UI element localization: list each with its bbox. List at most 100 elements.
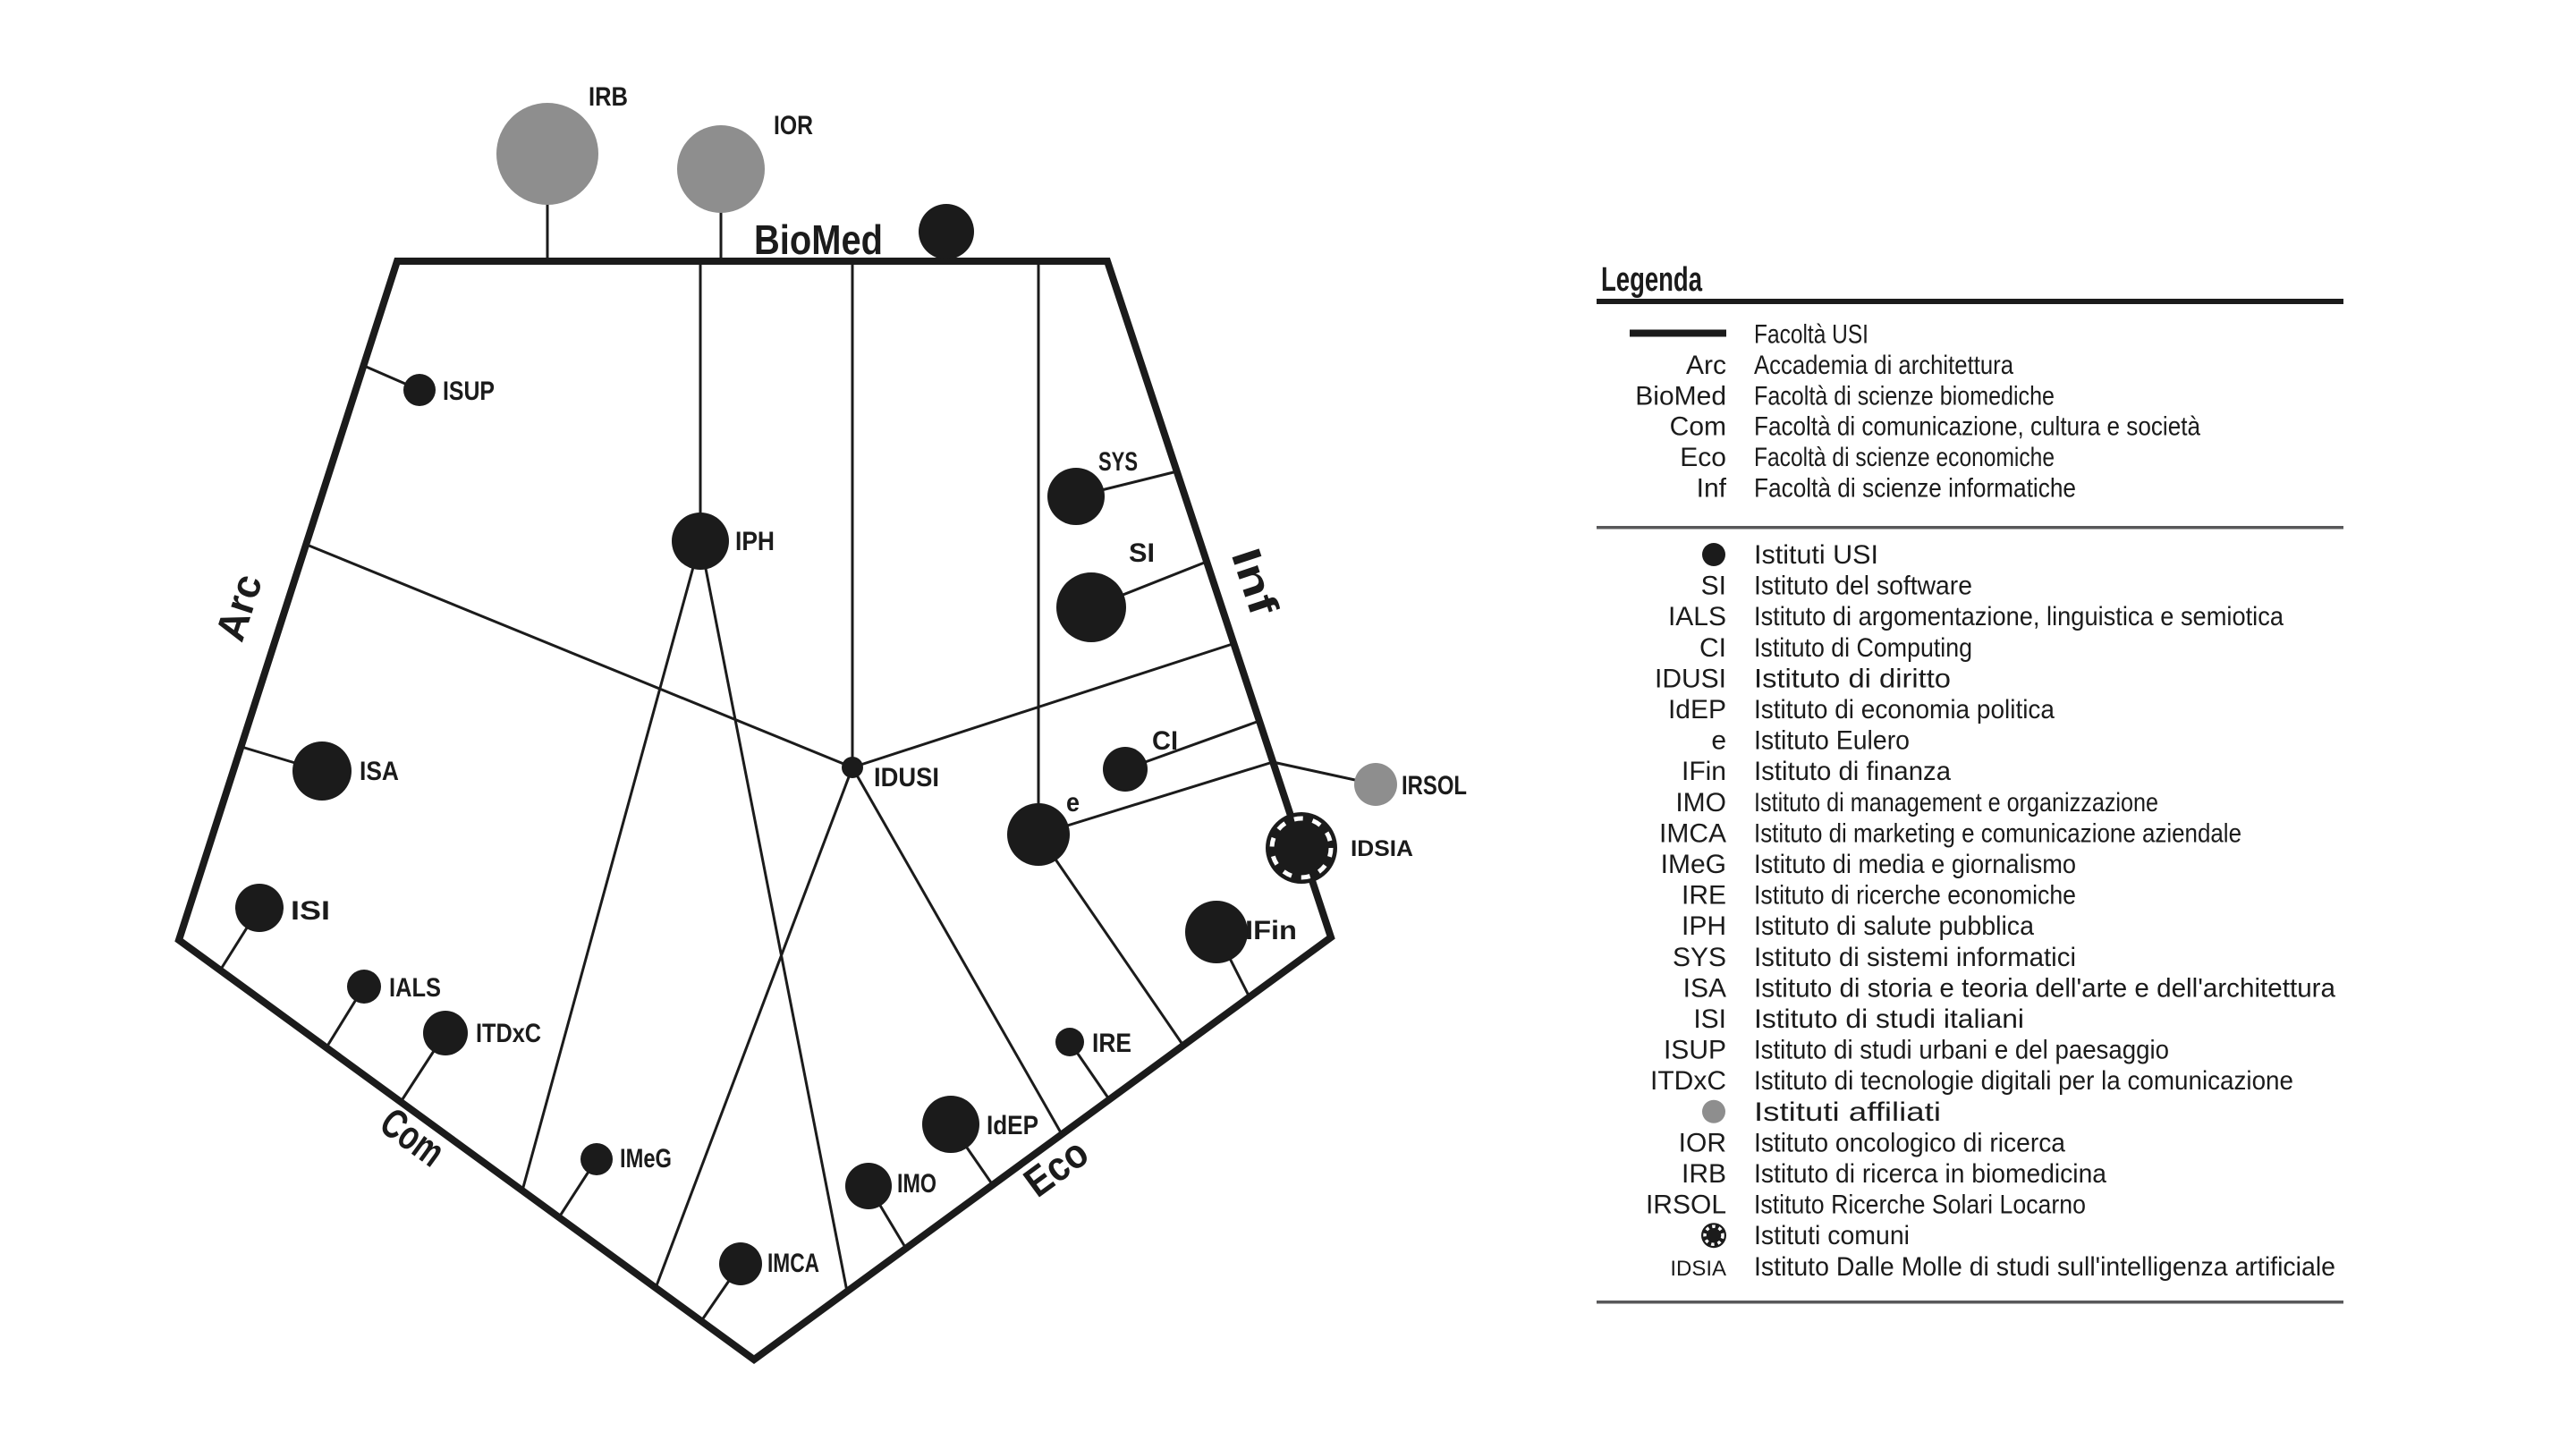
legend-abbr-biomed: BioMed <box>1635 381 1726 411</box>
legend-abbr-com: Com <box>1670 412 1726 442</box>
institute-label-imo: IMO <box>897 1169 936 1199</box>
legend-abbr-idsia: IDSIA <box>1670 1257 1726 1281</box>
faculty-label-arc: Arc <box>206 568 271 646</box>
legend-desc: Istituto Dalle Molle di studi sull'intel… <box>1754 1252 2335 1282</box>
institute-label-ire: IRE <box>1092 1029 1131 1058</box>
legend-abbr-imeg: IMeG <box>1661 850 1726 879</box>
legend-rule-mid <box>1597 526 2343 530</box>
institute-label-isa: ISA <box>360 757 399 786</box>
institute-node-ring-idsia <box>1269 816 1334 880</box>
legend-desc: Istituto di media e giornalismo <box>1754 850 2076 879</box>
institute-node-idsia <box>1266 812 1337 884</box>
institute-node-imca <box>719 1242 762 1285</box>
institute-node-isi <box>235 884 284 932</box>
institute-label-sys: SYS <box>1098 447 1138 477</box>
legend-desc: Istituto oncologico di ricerca <box>1754 1128 2065 1157</box>
legend-abbr-ials: IALS <box>1668 602 1726 631</box>
legend-group: Legenda Facoltà USI Arc Accademia di archit… <box>1597 261 2343 1304</box>
legend-desc: Istituto di argomentazione, linguistica … <box>1754 602 2284 631</box>
legend-abbr-sys: SYS <box>1673 943 1726 972</box>
legend-abbr-e: e <box>1711 726 1726 756</box>
institute-node-imeg <box>580 1143 613 1175</box>
legend-desc: Istituto di salute pubblica <box>1754 911 2034 941</box>
institute-label-isi: ISI <box>291 896 330 926</box>
legend-abbr-itdxc: ITDxC <box>1650 1066 1726 1096</box>
institute-label-irsol: IRSOL <box>1402 771 1467 801</box>
institute-node-ci <box>1103 747 1148 792</box>
institute-node-imo <box>845 1163 892 1209</box>
institute-node-si <box>1056 572 1126 642</box>
legend-desc: Istituto di finanza <box>1754 757 1951 786</box>
faculty-label-inf: Inf <box>1223 542 1288 621</box>
legend-rule-thick <box>1597 299 2343 304</box>
institute-node-irb <box>496 103 598 205</box>
legend-abbr-imo: IMO <box>1675 788 1726 818</box>
legend-swatch-faculty-line <box>1630 329 1726 337</box>
structure-line-2 <box>699 540 849 1292</box>
connector-ci <box>1124 719 1260 771</box>
structure-line-1 <box>521 540 702 1191</box>
structure-line-10 <box>1037 834 1185 1046</box>
structure-line-7 <box>654 767 854 1289</box>
legend-abbr-idep: IdEP <box>1668 695 1726 724</box>
institute-node-biomed-dot <box>919 204 974 259</box>
institute-label-ifin: IFin <box>1245 916 1297 945</box>
legend-desc: Facoltà di scienze informatiche <box>1754 474 2076 504</box>
legend-desc: Facoltà USI <box>1754 320 1868 350</box>
institute-node-irsol <box>1354 763 1397 806</box>
legend-desc: Istituto di management e organizzazione <box>1754 788 2158 818</box>
institute-node-isa <box>292 741 352 801</box>
legend-swatch-common-ring <box>1703 1224 1724 1246</box>
institute-label-itdxc: ITDxC <box>476 1019 541 1048</box>
legend-desc: Accademia di architettura <box>1754 351 2013 380</box>
institute-node-ials <box>347 970 381 1004</box>
legend-desc: Istituti affiliati <box>1754 1097 1941 1127</box>
institute-nodes-group <box>235 103 1397 1285</box>
legend-desc: Istituto di studi urbani e del paesaggio <box>1754 1036 2169 1065</box>
institute-node-e <box>1007 803 1070 866</box>
legend-abbr-isi: ISI <box>1693 1004 1726 1034</box>
legend-abbr-ior: IOR <box>1679 1128 1726 1157</box>
legend-title: Legenda <box>1601 261 1703 299</box>
institute-node-idep <box>922 1096 979 1153</box>
legend-swatch-usi-dot <box>1702 543 1725 566</box>
institute-node-ifin <box>1185 901 1248 963</box>
institute-label-si: SI <box>1129 538 1155 568</box>
institute-node-ior <box>677 125 765 213</box>
structure-line-9 <box>1038 760 1274 836</box>
legend-abbr-isa: ISA <box>1683 973 1726 1003</box>
legend-abbr-arc: Arc <box>1686 351 1726 380</box>
legend-desc: Istituto di ricerca in biomedicina <box>1754 1159 2106 1189</box>
institute-label-idusi: IDUSI <box>874 763 939 792</box>
institute-node-sys <box>1047 468 1105 525</box>
institute-labels-group: IRB IOR ISUP IPH ISA ISI IALS ITDxC IMeG IMCA IMO I… <box>291 82 1467 1278</box>
legend-abbr-ire: IRE <box>1682 881 1726 911</box>
legend-abbr-irb: IRB <box>1682 1159 1726 1189</box>
institute-node-idusi <box>842 757 863 778</box>
legend-abbr-isup: ISUP <box>1664 1036 1726 1065</box>
structure-line-5 <box>852 641 1236 769</box>
legend-abbr-ifin: IFin <box>1682 757 1726 786</box>
institute-label-ci: CI <box>1152 726 1178 756</box>
legend-desc: Facoltà di scienze biomediche <box>1754 381 2055 411</box>
faculty-label-biomed: BioMed <box>754 216 883 263</box>
institute-node-ire <box>1055 1028 1084 1056</box>
legend-desc: Istituto del software <box>1754 572 1972 601</box>
structure-line-6 <box>851 767 1063 1135</box>
legend-desc: Istituto Eulero <box>1754 726 1910 756</box>
legend-desc: Facoltà di scienze economiche <box>1754 443 2055 472</box>
legend-desc: Istituto di economia politica <box>1754 695 2055 724</box>
institute-label-imeg: IMeG <box>620 1144 672 1174</box>
legend-desc: Istituto di ricerche economiche <box>1754 881 2076 911</box>
legend-desc: Istituti comuni <box>1754 1221 1910 1250</box>
institute-label-idsia: IDSIA <box>1351 836 1413 861</box>
institute-label-e: e <box>1066 788 1080 818</box>
legend-desc: Istituto di storia e teoria dell'arte e … <box>1754 973 2335 1003</box>
structure-line-4 <box>306 543 853 769</box>
legend-abbr-irsol: IRSOL <box>1646 1191 1726 1220</box>
legend-desc: Istituto di tecnologie digitali per la c… <box>1754 1066 2293 1096</box>
legend-desc: Istituto di sistemi informatici <box>1754 943 2076 972</box>
legend-abbr-iph: IPH <box>1682 911 1726 941</box>
